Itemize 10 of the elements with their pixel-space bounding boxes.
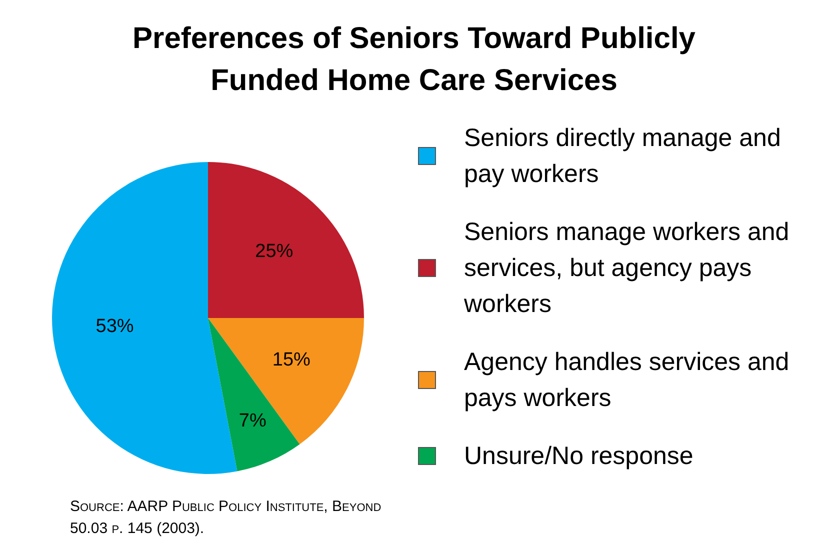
data-label: 7% [238,410,266,432]
chart-title: Preferences of Seniors Toward Publicly Funded Home Care Services [132,21,696,99]
data-label: 25% [255,241,294,262]
data-label: 15% [272,350,311,371]
data-label: 53% [96,316,134,338]
legend-label: Seniors directly manage and pay workers [464,123,782,190]
legend-label: Unsure/No response [464,441,694,472]
legend-label: Seniors manage workers and services, but agency pays workers [464,217,790,320]
source-note: Source: AARP Public Policy Institute, Beyond 50.03 p. 145 (2003). [70,497,382,539]
legend-label: Agency handles services and pays workers [464,347,790,414]
